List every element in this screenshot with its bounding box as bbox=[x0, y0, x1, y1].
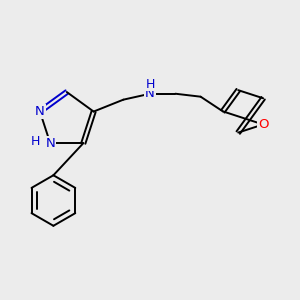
Text: H: H bbox=[146, 78, 155, 91]
Text: N: N bbox=[35, 105, 45, 118]
Text: O: O bbox=[258, 118, 268, 131]
Text: N: N bbox=[145, 87, 155, 100]
Text: N: N bbox=[45, 136, 55, 150]
Text: H: H bbox=[31, 135, 40, 148]
